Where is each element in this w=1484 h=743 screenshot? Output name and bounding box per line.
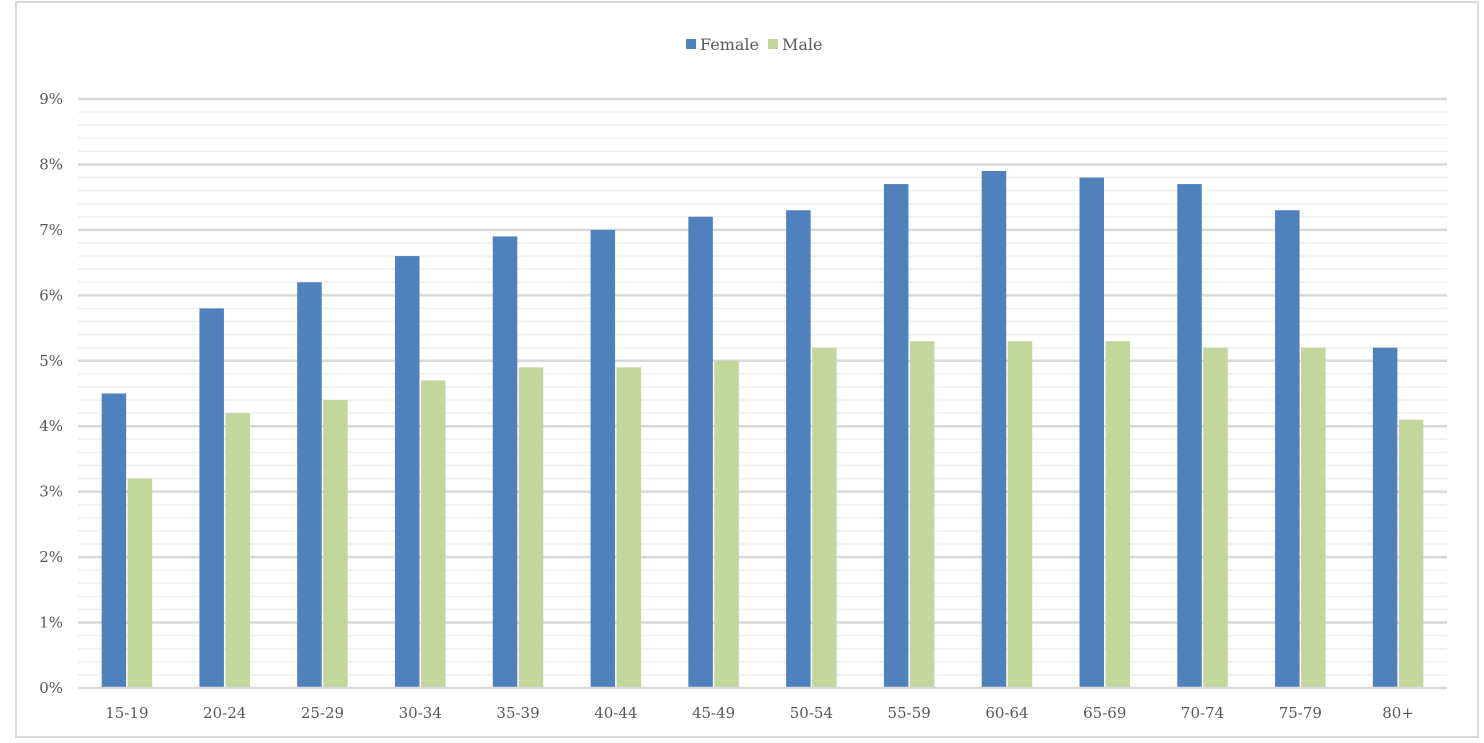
x-tick-label: 75-79 (1279, 704, 1322, 722)
bar-female-15-19 (101, 393, 127, 688)
bar-female-40-44 (590, 229, 616, 688)
bar-female-30-34 (395, 256, 420, 688)
bars (101, 170, 1424, 689)
legend-swatch-female (686, 39, 696, 49)
bar-male-65-69 (1105, 341, 1130, 688)
x-tick-label: 40-44 (594, 704, 637, 722)
bar-female-75-79 (1275, 210, 1300, 688)
x-axis-tick-labels: 15-19 20-24 25-29 30-34 35-39 40-44 45-49 50-54… (105, 704, 1414, 722)
bar-female-55-59 (883, 184, 909, 689)
legend: Female Male (686, 35, 823, 54)
x-tick-label: 25-29 (301, 704, 344, 722)
bar-male-50-54 (812, 347, 837, 688)
y-tick-label: 5% (39, 352, 63, 370)
x-tick-label: 80+ (1382, 704, 1414, 722)
x-tick-label: 45-49 (692, 704, 735, 722)
x-tick-label: 15-19 (105, 704, 148, 722)
bar-male-25-29 (323, 400, 348, 688)
legend-label-female: Female (700, 35, 759, 54)
x-tick-label: 55-59 (888, 704, 931, 722)
x-tick-label: 35-39 (496, 704, 539, 722)
x-tick-label: 65-69 (1083, 704, 1126, 722)
y-tick-label: 0% (39, 679, 63, 697)
y-tick-label: 6% (39, 286, 63, 304)
bar-female-60-64 (981, 170, 1007, 688)
x-tick-label: 50-54 (790, 704, 833, 722)
x-tick-label: 20-24 (203, 704, 246, 722)
bar-female-50-54 (786, 210, 811, 688)
bar-female-20-24 (199, 308, 224, 688)
bar-male-80+ (1398, 419, 1424, 688)
bar-female-35-39 (492, 236, 518, 688)
y-tick-label: 4% (39, 417, 63, 435)
minor-gridlines (78, 111, 1447, 676)
chart-frame (15, 1, 1479, 738)
bar-male-60-64 (1007, 341, 1033, 688)
bar-male-55-59 (909, 341, 935, 688)
bar-male-75-79 (1301, 347, 1326, 688)
y-tick-label: 3% (39, 483, 63, 501)
bar-female-45-49 (688, 216, 713, 689)
bar-female-25-29 (297, 282, 322, 688)
y-tick-label: 2% (39, 548, 63, 566)
y-tick-label: 9% (39, 90, 63, 108)
x-tick-label: 30-34 (399, 704, 442, 722)
bar-male-45-49 (714, 360, 739, 688)
bar-male-40-44 (616, 367, 642, 688)
bar-male-30-34 (421, 380, 446, 688)
y-tick-label: 7% (39, 221, 63, 239)
y-tick-label: 1% (39, 614, 63, 632)
y-tick-label: 8% (39, 155, 63, 173)
bar-female-65-69 (1079, 177, 1104, 689)
legend-label-male: Male (782, 35, 823, 54)
bar-male-20-24 (225, 413, 250, 688)
bar-male-35-39 (518, 367, 544, 688)
x-tick-label: 70-74 (1181, 704, 1224, 722)
bar-male-15-19 (127, 478, 153, 688)
bar-male-70-74 (1203, 347, 1228, 688)
y-axis-tick-labels: 0% 1% 2% 3% 4% 5% 6% 7% 8% 9% (39, 90, 63, 697)
bar-female-70-74 (1177, 184, 1202, 689)
legend-swatch-male (768, 39, 778, 49)
bar-female-80+ (1372, 347, 1398, 688)
x-tick-label: 60-64 (985, 704, 1028, 722)
